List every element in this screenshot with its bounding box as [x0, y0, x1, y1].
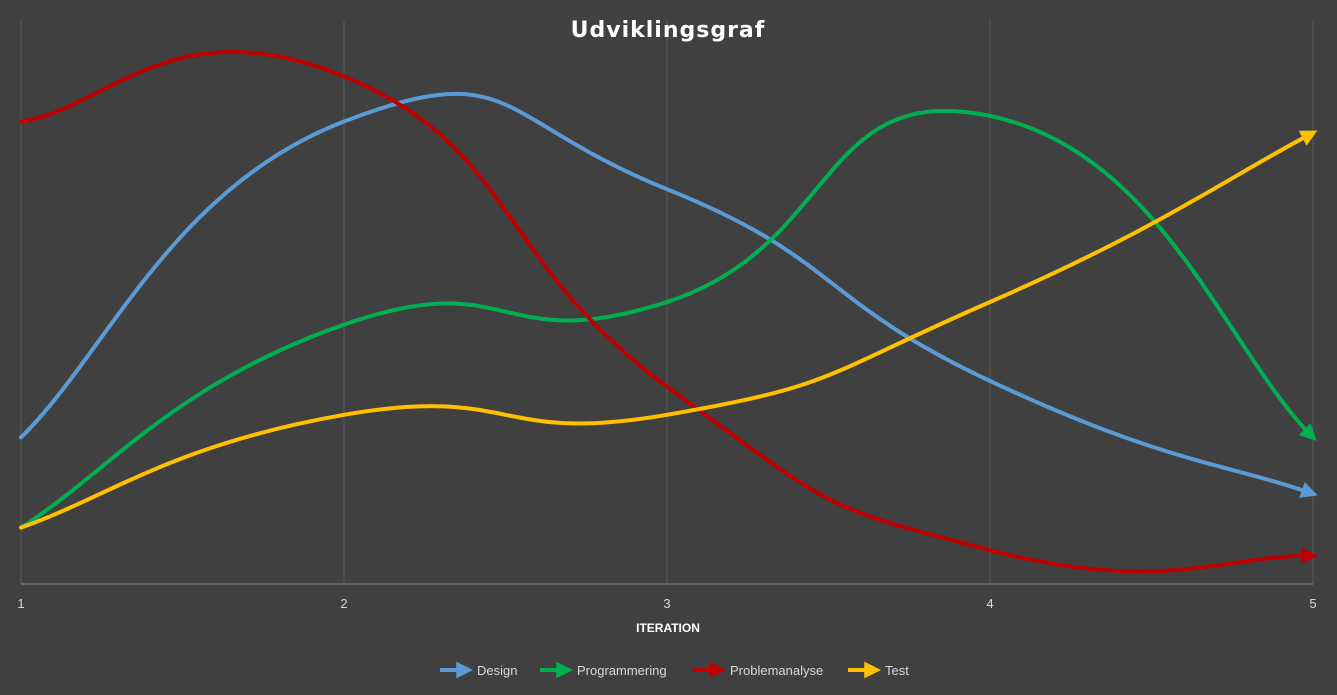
x-tick-label: 5: [1309, 596, 1316, 611]
x-tick-label: 3: [663, 596, 670, 611]
legend-label: Programmering: [577, 663, 667, 678]
x-tick-label: 2: [340, 596, 347, 611]
series-line-programmering: [19, 108, 1317, 530]
series-line-problemanalyse: [19, 49, 1319, 574]
legend-label: Problemanalyse: [730, 663, 823, 678]
legend-item-programmering: Programmering: [540, 661, 667, 679]
series-line-test: [19, 130, 1318, 530]
legend-label: Test: [885, 663, 909, 678]
legend-item-design: Design: [440, 661, 517, 679]
chart-title: Udviklingsgraf: [571, 18, 766, 43]
series-line-design: [19, 91, 1318, 498]
x-tick-label: 1: [17, 596, 24, 611]
x-tick-label: 4: [986, 596, 993, 611]
x-axis-label: ITERATION: [636, 621, 700, 635]
legend-item-problemanalyse: Problemanalyse: [693, 661, 823, 679]
legend: Design Programmering Problemanalyse Test: [440, 661, 909, 679]
plot-area: [19, 49, 1319, 574]
x-tick-labels: 1 2 3 4 5: [17, 596, 1316, 611]
legend-item-test: Test: [848, 661, 909, 679]
legend-label: Design: [477, 663, 517, 678]
